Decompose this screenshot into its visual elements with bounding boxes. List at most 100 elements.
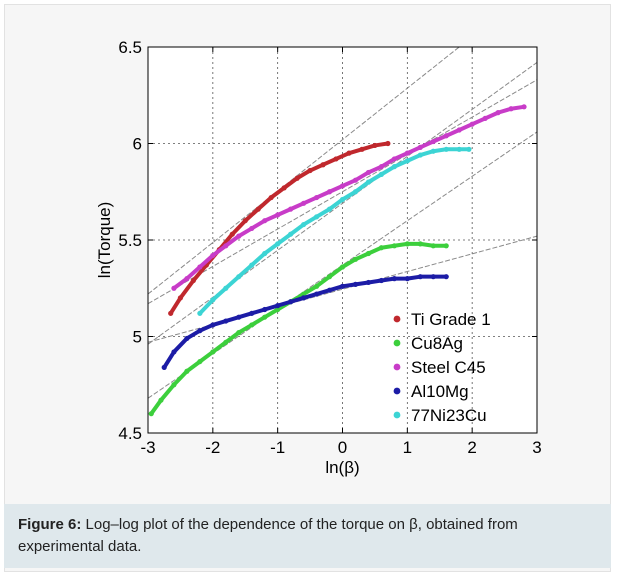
data-point bbox=[443, 133, 449, 139]
data-point bbox=[171, 382, 177, 388]
data-point bbox=[210, 322, 216, 328]
legend-marker bbox=[393, 411, 401, 419]
data-point bbox=[404, 150, 410, 156]
data-point bbox=[391, 164, 397, 170]
data-point bbox=[275, 303, 281, 309]
data-point bbox=[352, 256, 359, 262]
data-point bbox=[249, 322, 255, 328]
data-point bbox=[158, 397, 164, 403]
x-tick-label: 0 bbox=[338, 438, 347, 457]
y-tick-label: 6 bbox=[133, 135, 142, 154]
data-point bbox=[236, 233, 242, 239]
data-point bbox=[275, 241, 281, 247]
data-point bbox=[223, 285, 229, 291]
data-point bbox=[294, 175, 300, 181]
y-tick-label: 4.5 bbox=[118, 424, 142, 443]
y-tick-label: 5 bbox=[133, 328, 142, 347]
data-point bbox=[378, 171, 384, 177]
data-layer bbox=[148, 47, 537, 417]
data-point bbox=[352, 281, 359, 287]
data-point bbox=[365, 169, 372, 176]
data-point bbox=[275, 306, 281, 313]
data-point bbox=[307, 167, 313, 174]
data-point bbox=[417, 274, 423, 280]
figure-caption: Figure 6: Log–log plot of the dependence… bbox=[4, 504, 611, 568]
data-point bbox=[236, 330, 242, 336]
data-point bbox=[301, 200, 307, 206]
data-point bbox=[242, 218, 248, 224]
data-point bbox=[197, 310, 203, 316]
data-point bbox=[236, 314, 242, 320]
data-point bbox=[404, 241, 410, 247]
data-point bbox=[301, 291, 307, 297]
log-log-plot: -3 -2 -1 0 1 2 3 4.5 5 5.5 6 6.5 ln(β) ln(Torque) Ti G… bbox=[95, 38, 542, 477]
y-tick-label: 6.5 bbox=[118, 38, 142, 57]
series-line bbox=[197, 147, 471, 316]
legend-label: Steel C45 bbox=[411, 358, 486, 377]
series-line bbox=[171, 104, 527, 291]
data-point bbox=[210, 297, 216, 303]
data-point bbox=[197, 328, 203, 334]
data-point bbox=[313, 283, 320, 289]
data-point bbox=[326, 274, 333, 280]
data-point bbox=[469, 121, 475, 127]
data-point bbox=[171, 285, 177, 291]
data-point bbox=[443, 146, 449, 152]
data-point bbox=[262, 314, 268, 320]
data-point bbox=[352, 189, 359, 195]
data-point bbox=[326, 287, 333, 293]
data-point bbox=[197, 264, 203, 270]
data-point bbox=[378, 277, 384, 284]
data-point bbox=[378, 164, 384, 170]
data-point bbox=[391, 156, 397, 162]
x-tick-label: -1 bbox=[270, 438, 285, 457]
data-point bbox=[184, 368, 190, 374]
legend-marker bbox=[393, 387, 401, 395]
data-point bbox=[378, 245, 384, 251]
legend-label: 77Ni23Cu bbox=[411, 406, 487, 425]
data-point bbox=[339, 183, 346, 189]
data-point bbox=[482, 115, 488, 122]
data-point bbox=[210, 349, 216, 355]
data-point bbox=[391, 276, 397, 282]
data-point bbox=[177, 295, 184, 301]
data-point bbox=[339, 196, 346, 203]
data-point bbox=[443, 274, 449, 280]
data-point bbox=[249, 225, 255, 232]
data-point bbox=[456, 127, 462, 133]
data-point bbox=[255, 206, 261, 212]
data-point bbox=[223, 339, 229, 345]
data-point bbox=[184, 335, 190, 342]
x-tick-label: -2 bbox=[205, 438, 220, 457]
data-point bbox=[262, 250, 268, 257]
data-point bbox=[346, 150, 352, 156]
x-tick-label: 3 bbox=[532, 438, 541, 457]
data-point bbox=[313, 214, 320, 220]
data-point bbox=[288, 231, 294, 237]
caption-label: Figure 6: bbox=[18, 516, 82, 533]
data-point bbox=[456, 146, 462, 152]
data-point bbox=[275, 212, 281, 218]
data-point bbox=[301, 295, 307, 301]
data-point bbox=[466, 146, 472, 152]
data-point bbox=[404, 158, 410, 164]
data-point bbox=[417, 241, 423, 247]
data-point bbox=[333, 156, 339, 162]
data-point bbox=[365, 250, 372, 257]
data-point bbox=[430, 274, 436, 280]
data-point bbox=[443, 243, 449, 249]
data-point bbox=[391, 243, 397, 249]
data-point bbox=[313, 291, 320, 297]
legend-label: Al10Mg bbox=[411, 382, 469, 401]
data-point bbox=[326, 189, 333, 195]
data-point bbox=[161, 364, 167, 370]
data-point bbox=[417, 152, 423, 158]
data-point bbox=[404, 276, 410, 282]
fit-line bbox=[148, 47, 460, 295]
data-point bbox=[223, 243, 229, 249]
legend-label: Cu8Ag bbox=[411, 334, 463, 353]
data-point bbox=[262, 306, 268, 313]
data-point bbox=[249, 310, 255, 316]
data-point bbox=[430, 138, 436, 145]
x-tick-label: 1 bbox=[403, 438, 412, 457]
